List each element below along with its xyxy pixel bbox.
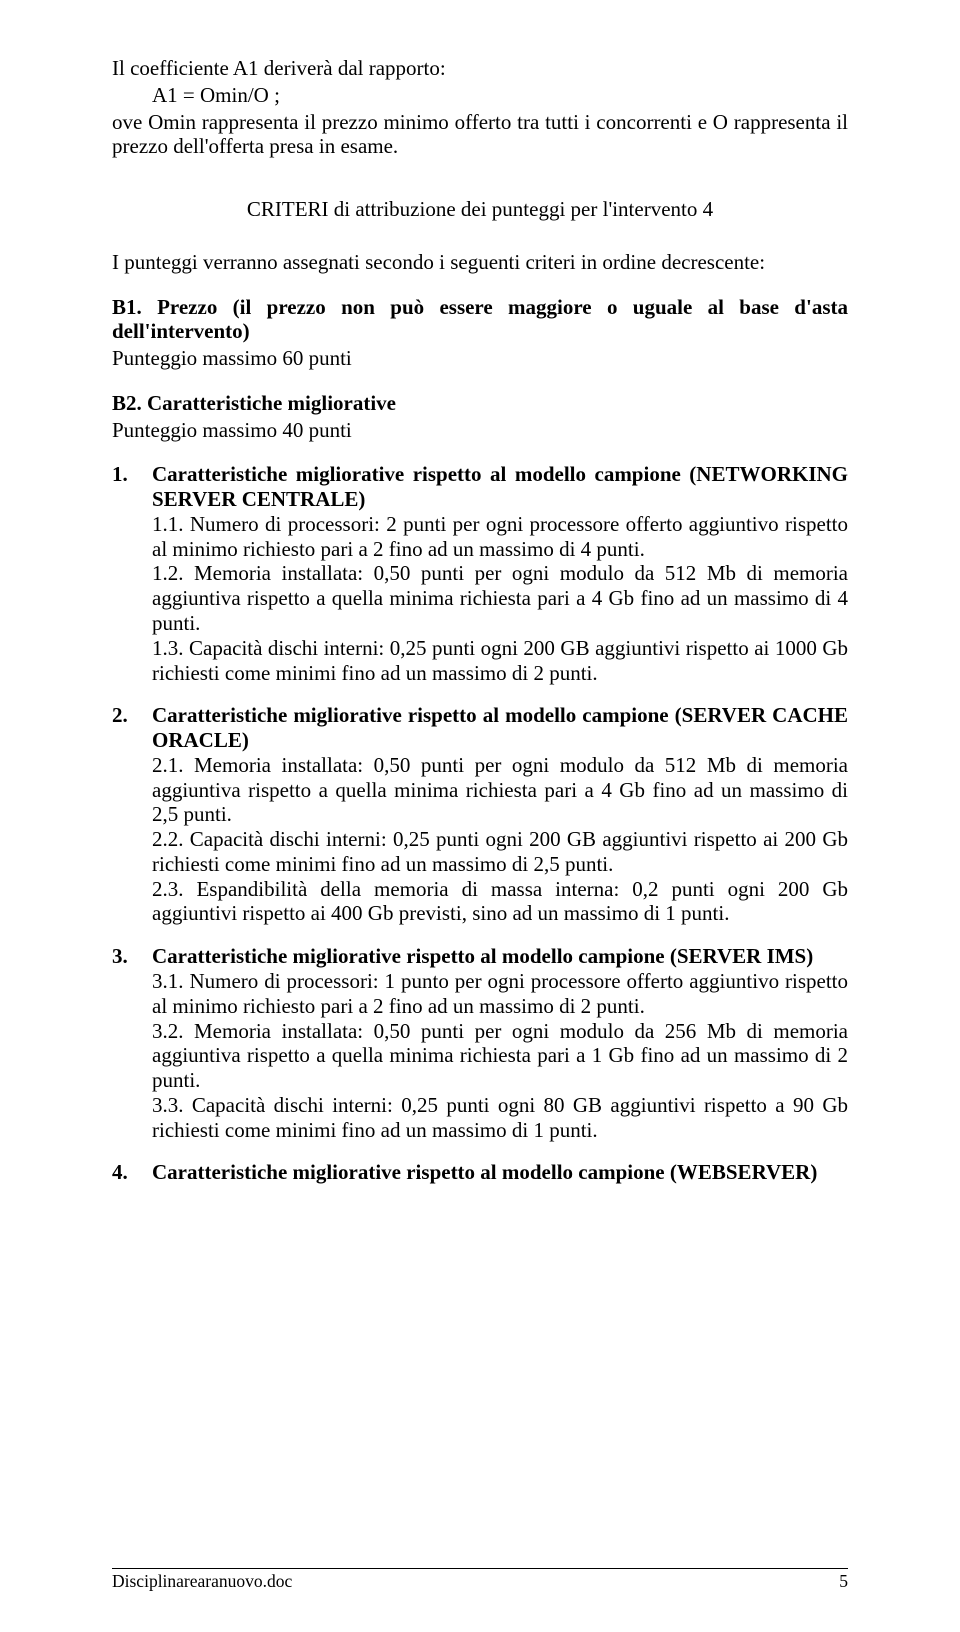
list-number: 1. — [112, 462, 152, 512]
list-subitem: 2.3. Espandibilità della memoria di mass… — [152, 877, 848, 927]
list-item-4: 4. Caratteristiche migliorative rispetto… — [112, 1160, 848, 1185]
list-number: 3. — [112, 944, 152, 969]
spacer — [112, 1142, 848, 1160]
page: Il coefficiente A1 deriverà dal rapporto… — [0, 0, 960, 1632]
list-subitem: 3.3. Capacità dischi interni: 0,25 punti… — [152, 1093, 848, 1143]
criteri-title: CRITERI di attribuzione dei punteggi per… — [112, 197, 848, 222]
list-number: 4. — [112, 1160, 152, 1185]
list-title: Caratteristiche migliorative rispetto al… — [152, 944, 848, 969]
list-subitem: 1.1. Numero di processori: 2 punti per o… — [152, 512, 848, 562]
list-number: 2. — [112, 703, 152, 753]
footer-filename: Disciplinarearanuovo.doc — [112, 1571, 292, 1592]
list-subitem: 1.2. Memoria installata: 0,50 punti per … — [152, 561, 848, 635]
section-b1-title: B1. Prezzo (il prezzo non può essere mag… — [112, 295, 848, 345]
footer-rule — [112, 1568, 848, 1569]
list-item-2: 2. Caratteristiche migliorative rispetto… — [112, 703, 848, 926]
list-subitem: 2.2. Capacità dischi interni: 0,25 punti… — [152, 827, 848, 877]
spacer — [112, 926, 848, 944]
spacer — [112, 444, 848, 462]
list-item-3: 3. Caratteristiche migliorative rispetto… — [112, 944, 848, 1142]
spacer — [112, 373, 848, 391]
list-subitem: 2.1. Memoria installata: 0,50 punti per … — [152, 753, 848, 827]
spacer — [112, 161, 848, 197]
section-b1-sub: Punteggio massimo 60 punti — [112, 346, 848, 371]
intro-formula: A1 = Omin/O ; — [112, 83, 848, 108]
spacer — [112, 277, 848, 295]
spacer — [112, 685, 848, 703]
intro-line-1: Il coefficiente A1 deriverà dal rapporto… — [112, 56, 848, 81]
list-title: Caratteristiche migliorative rispetto al… — [152, 1160, 848, 1185]
page-footer: Disciplinarearanuovo.doc 5 — [112, 1568, 848, 1592]
list-subitem: 3.2. Memoria installata: 0,50 punti per … — [152, 1019, 848, 1093]
list-item-1: 1. Caratteristiche migliorative rispetto… — [112, 462, 848, 685]
criteri-intro: I punteggi verranno assegnati secondo i … — [112, 250, 848, 275]
intro-line-3: ove Omin rappresenta il prezzo minimo of… — [112, 110, 848, 160]
list-subitem: 3.1. Numero di processori: 1 punto per o… — [152, 969, 848, 1019]
section-b2-sub: Punteggio massimo 40 punti — [112, 418, 848, 443]
list-title: Caratteristiche migliorative rispetto al… — [152, 462, 848, 512]
section-b2-title: B2. Caratteristiche migliorative — [112, 391, 848, 416]
spacer — [112, 224, 848, 250]
list-title: Caratteristiche migliorative rispetto al… — [152, 703, 848, 753]
footer-page-number: 5 — [839, 1571, 848, 1592]
list-subitem: 1.3. Capacità dischi interni: 0,25 punti… — [152, 636, 848, 686]
